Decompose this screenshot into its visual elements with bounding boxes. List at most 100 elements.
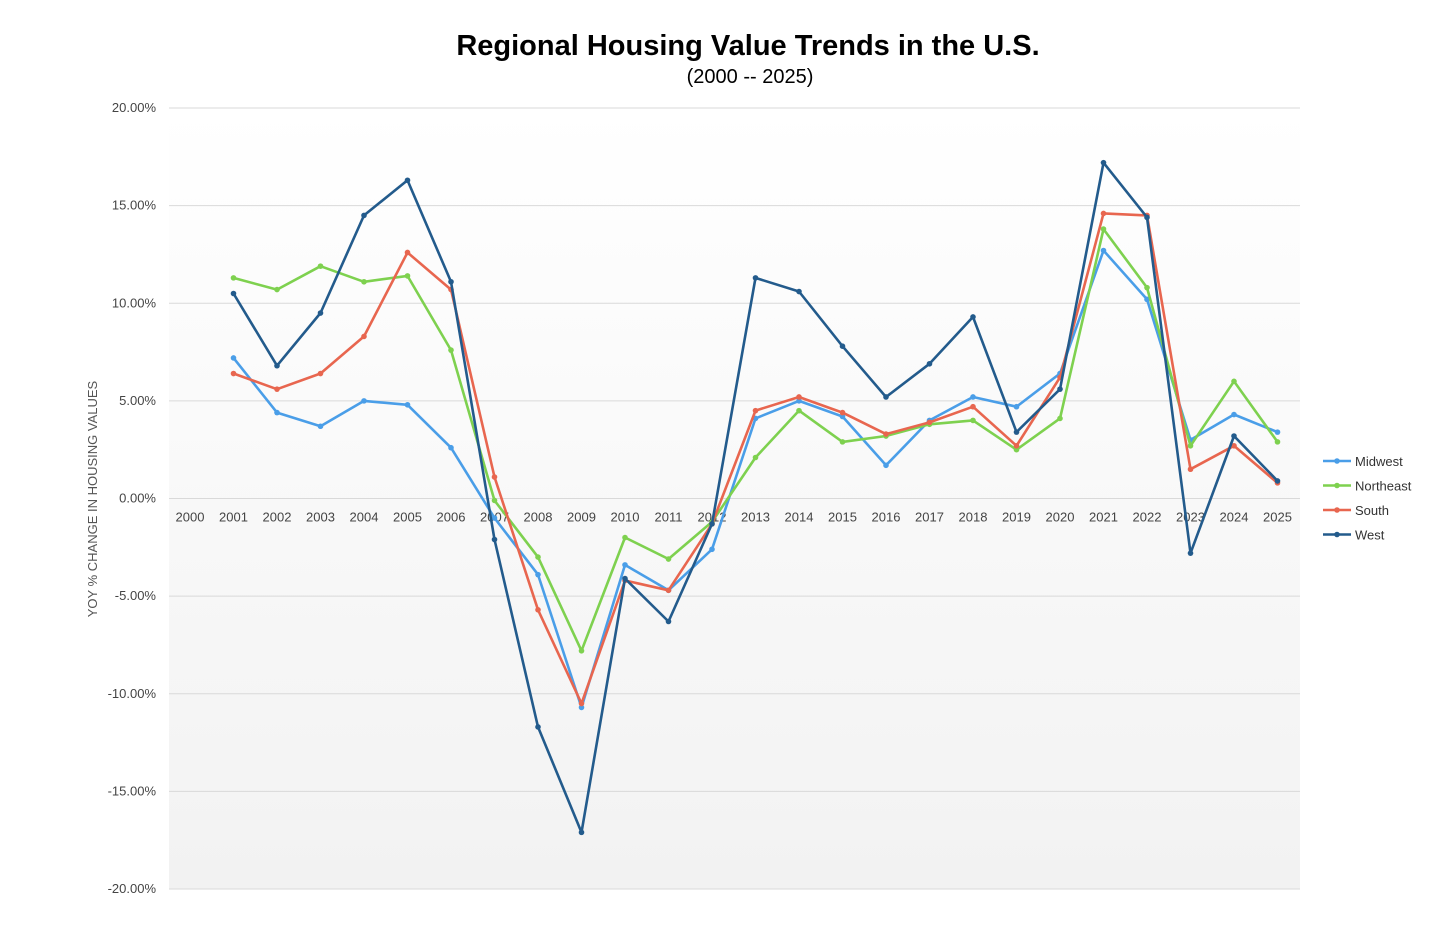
x-tick-label: 2025 [1263,510,1292,525]
data-point [317,423,324,430]
data-point [839,413,846,420]
y-tick-label: -5.00% [115,588,157,603]
data-point [361,398,367,404]
data-point [752,407,759,414]
data-point [578,700,585,707]
x-tick-label: 2016 [872,510,901,525]
x-tick-label: 2021 [1089,510,1118,525]
data-point [970,417,976,424]
data-point [1274,429,1281,435]
data-point [1144,296,1150,303]
data-point [317,370,324,377]
data-point [1013,442,1020,449]
series-lines [230,159,1281,836]
data-point [1231,378,1237,385]
y-axis-title: YOY % CHANGE IN HOUSING VALUES [85,380,100,617]
data-point [535,571,541,578]
data-point [448,444,454,451]
data-point [839,409,846,416]
y-tick-label: -15.00% [108,783,157,798]
x-tick-label: 2005 [393,510,422,525]
data-point [709,521,715,527]
data-point [970,403,976,410]
x-tick-label: 2004 [350,510,379,525]
y-tick-label: 10.00% [112,295,157,310]
x-tick-label: 2020 [1046,510,1075,525]
data-point [230,370,237,377]
data-point [1013,429,1020,435]
data-point [1013,403,1020,410]
x-tick-label: 2014 [785,510,814,525]
data-point [1231,411,1237,418]
data-point [665,618,672,625]
data-point [1187,550,1194,556]
data-point [404,177,411,184]
x-tick-label: 2024 [1220,510,1249,525]
data-point [274,362,280,369]
data-point [1187,442,1194,449]
data-point [665,587,672,594]
data-point [404,249,411,256]
data-point [404,401,411,408]
x-tick-label: 2001 [219,510,248,525]
data-point [1144,284,1150,291]
data-point [578,829,585,836]
y-tick-label: -10.00% [108,686,157,701]
y-tick-labels: 20.00% 15.00% 10.00% 5.00% 0.00% -5.00% -10.00… [108,100,157,896]
data-point [970,314,976,320]
x-tick-label: 2010 [611,510,640,525]
x-tick-label: 2009 [567,510,596,525]
data-point [883,394,889,400]
x-tick-labels: 2000200120022003200420052006200720082009… [176,510,1292,525]
data-point [709,546,715,553]
data-point [404,273,411,279]
chart-title: Regional Housing Value Trends in the U.S… [456,30,1040,62]
legend-item-west: West [1323,528,1385,543]
x-tick-label: 2006 [437,510,466,525]
data-point [752,275,759,281]
x-tick-label: 2011 [655,510,683,525]
data-point [491,497,498,504]
y-tick-label: 0.00% [119,491,156,506]
data-point [1274,439,1281,445]
x-tick-label: 2002 [263,510,292,525]
y-tick-label: 20.00% [112,100,157,115]
data-point [361,333,367,340]
data-point [448,347,454,353]
data-point [535,606,541,613]
data-point [535,554,541,560]
data-point [970,394,976,400]
data-point [230,355,237,361]
y-tick-label: 15.00% [112,198,157,213]
data-point [230,290,237,297]
data-point [491,515,498,521]
data-point [230,275,237,281]
chart-subtitle: (2000 -- 2025) [686,66,814,88]
legend-label: South [1355,503,1389,518]
data-point [752,454,759,461]
data-point [1013,446,1020,453]
data-point [926,360,933,367]
legend-item-northeast: Northeast [1323,479,1412,494]
legend-item-south: South [1323,503,1389,518]
data-point [796,394,802,400]
legend-swatch-marker [1334,458,1340,464]
legend-item-midwest: Midwest [1323,454,1403,469]
x-tick-label: 2003 [306,510,335,525]
x-tick-label: 2019 [1002,510,1031,525]
data-point [1100,159,1107,166]
data-point [1187,466,1194,473]
data-point [361,278,367,285]
data-point [274,386,280,392]
data-point [448,278,454,285]
legend-swatch-marker [1334,507,1340,513]
data-point [1057,415,1063,422]
data-point [1274,478,1281,484]
x-tick-label: 2015 [828,510,857,525]
x-tick-label: 2013 [741,510,770,525]
y-tick-label: 5.00% [119,393,156,408]
legend-swatch-marker [1334,531,1340,538]
data-point [317,310,324,316]
data-point [926,419,933,426]
